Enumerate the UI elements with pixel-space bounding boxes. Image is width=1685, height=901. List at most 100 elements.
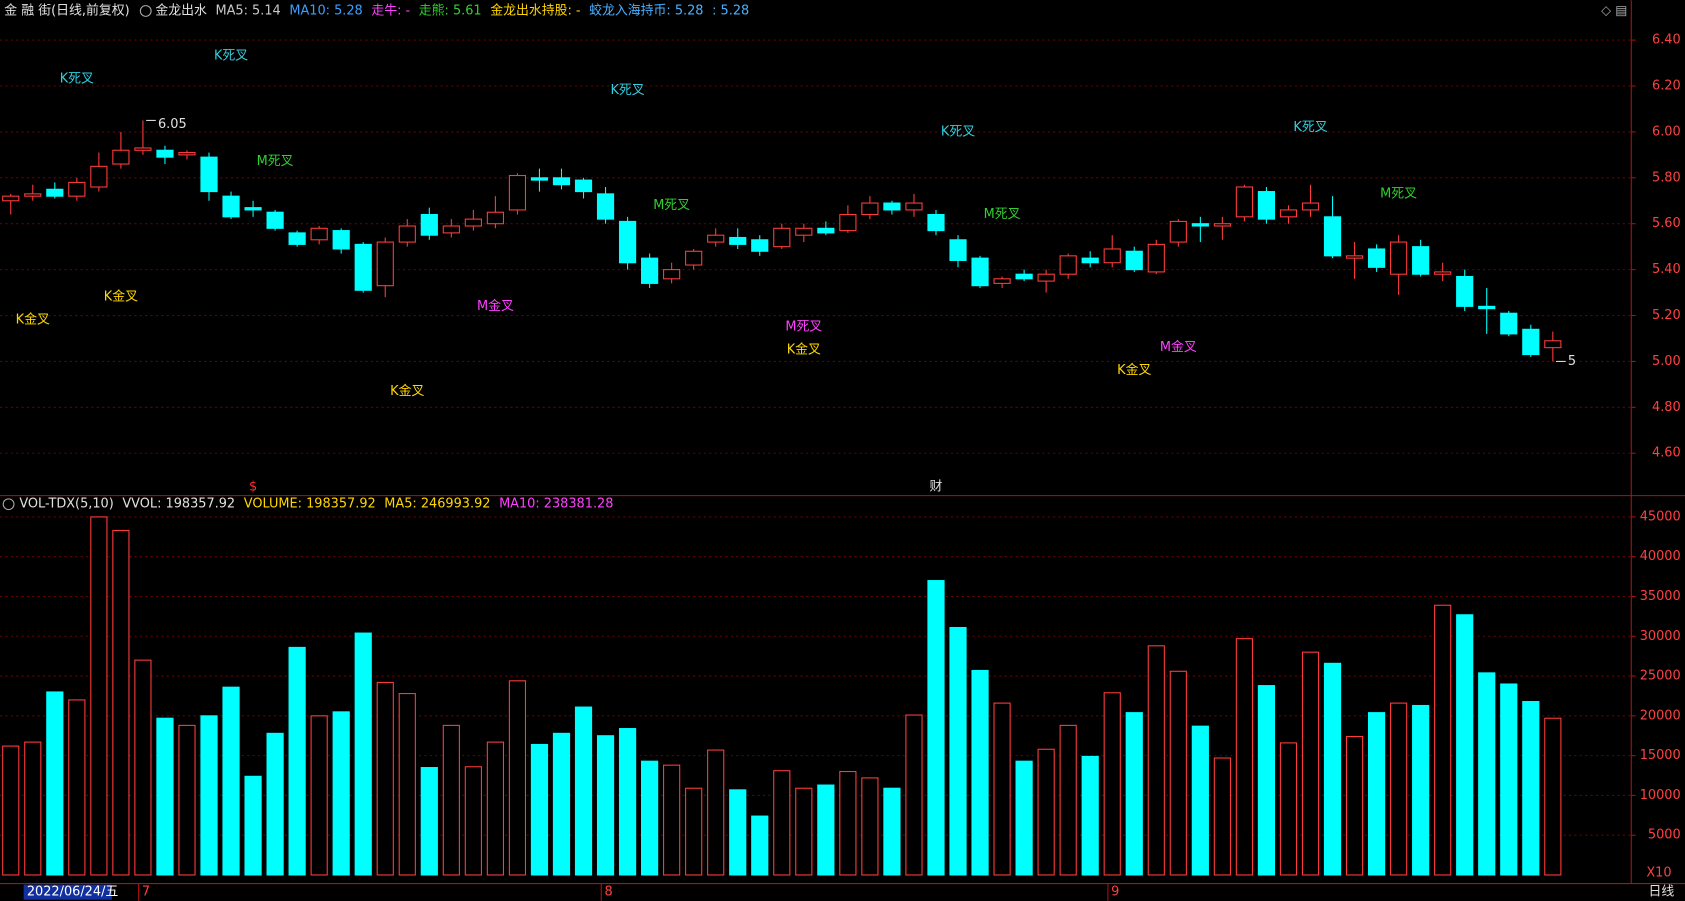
volume-bar [266, 732, 284, 876]
volume-bar [68, 699, 86, 876]
signal-label: M金叉 [1160, 339, 1197, 355]
volume-bar [861, 777, 879, 876]
y-tick-label: 25000 [1640, 669, 1681, 684]
legend-item: MA5: 5.14 [216, 3, 281, 18]
volume-bar [486, 741, 504, 876]
volume-bar [1279, 742, 1298, 876]
volume-bar [354, 632, 372, 876]
volume-bar [1213, 757, 1231, 876]
signal-label: K金叉 [787, 341, 821, 357]
volume-bar [1081, 755, 1099, 876]
volume-bar [751, 815, 769, 876]
y-tick-label: 40000 [1640, 549, 1681, 564]
candle-body [618, 220, 637, 264]
candle-body [530, 177, 549, 181]
candle-body [1103, 248, 1121, 264]
candle-body [442, 225, 460, 234]
candle-body [112, 149, 130, 165]
volume-bar [1169, 670, 1187, 876]
candle-body [1125, 250, 1143, 271]
candle-body [1390, 241, 1408, 275]
volume-bar [1015, 760, 1033, 876]
volume-bar [442, 724, 460, 876]
candle-body [817, 227, 835, 234]
volume-bar [1037, 748, 1055, 876]
volume-bar [641, 760, 659, 876]
candle-body [1412, 246, 1430, 275]
candle-body [552, 177, 571, 186]
volume-bar [1456, 614, 1474, 876]
volume-bar [288, 646, 306, 876]
candle-body [663, 269, 681, 280]
legend-item: MA5: 246993.92 [384, 497, 490, 512]
volume-bar [310, 715, 328, 876]
candle-body [795, 227, 813, 236]
signal-label: M死叉 [785, 320, 822, 335]
candle-body [1367, 248, 1386, 268]
candle-body [46, 188, 64, 197]
candle-body [1500, 312, 1518, 335]
volume-bar [971, 669, 989, 876]
volume-bar [464, 766, 482, 876]
candle-body [1257, 191, 1276, 220]
candle-body [707, 234, 725, 243]
volume-bar [949, 626, 967, 876]
volume-bar [685, 787, 703, 876]
legend-item: MA10: 238381.28 [499, 497, 613, 512]
event-mark: $ [249, 480, 257, 495]
volume-bar [1412, 704, 1430, 876]
legend-item: 金龙出水持股: - [490, 2, 581, 18]
volume-bar [729, 789, 747, 876]
candle-body [464, 218, 482, 227]
candle-body [156, 149, 174, 158]
candle-body [1478, 305, 1496, 310]
volume-bar [905, 714, 923, 876]
volume-bar [398, 693, 416, 876]
signal-label: K金叉 [16, 312, 50, 328]
volume-bar [508, 680, 527, 876]
volume-bar [707, 749, 725, 876]
volume-bar [46, 691, 64, 876]
signal-label: K死叉 [610, 83, 644, 98]
date-label: 2022/06/24/五 [27, 885, 119, 900]
volume-bar [1323, 662, 1342, 876]
candle-body [1279, 209, 1298, 218]
legend-item: VOL-TDX(5,10) [19, 497, 113, 512]
y-tick-label: 5000 [1648, 828, 1681, 843]
signal-label: K死叉 [941, 124, 975, 139]
volume-bar [574, 706, 593, 876]
volume-bar [1434, 604, 1452, 876]
candle-body [508, 174, 527, 211]
candle-body [1015, 273, 1033, 280]
volume-bar [1191, 725, 1209, 876]
icon[interactable]: ◇ ▤ [1601, 3, 1627, 18]
legend-item: MA10: 5.28 [289, 3, 362, 18]
signal-label: K死叉 [1293, 120, 1327, 135]
volume-bar [1147, 645, 1165, 876]
candle-body [376, 241, 394, 287]
extreme-label: 6.05 [158, 117, 187, 132]
volume-bar [1390, 702, 1408, 876]
indicator-icon [139, 5, 152, 17]
volume-bar [178, 724, 196, 876]
candle-body [244, 207, 262, 211]
candle-body [1434, 271, 1452, 275]
y-tick-label: 5.60 [1652, 216, 1681, 231]
candle-body [685, 250, 703, 266]
volume-bar [927, 580, 945, 876]
candle-body [773, 227, 791, 248]
volume-bar [156, 717, 174, 876]
candle-body [398, 225, 416, 243]
volume-bar [1235, 638, 1254, 876]
candle-body [1456, 275, 1474, 307]
y-tick-label: 15000 [1640, 748, 1681, 763]
volume-bar [1103, 692, 1121, 876]
candle-body [200, 156, 218, 193]
candle-body [949, 239, 967, 261]
candle-body [178, 152, 196, 156]
candle-body [486, 211, 504, 225]
volume-bar [1478, 672, 1496, 876]
y-tick-label: 35000 [1640, 589, 1681, 604]
volume-bar [1500, 683, 1518, 876]
candle-body [1213, 223, 1231, 227]
